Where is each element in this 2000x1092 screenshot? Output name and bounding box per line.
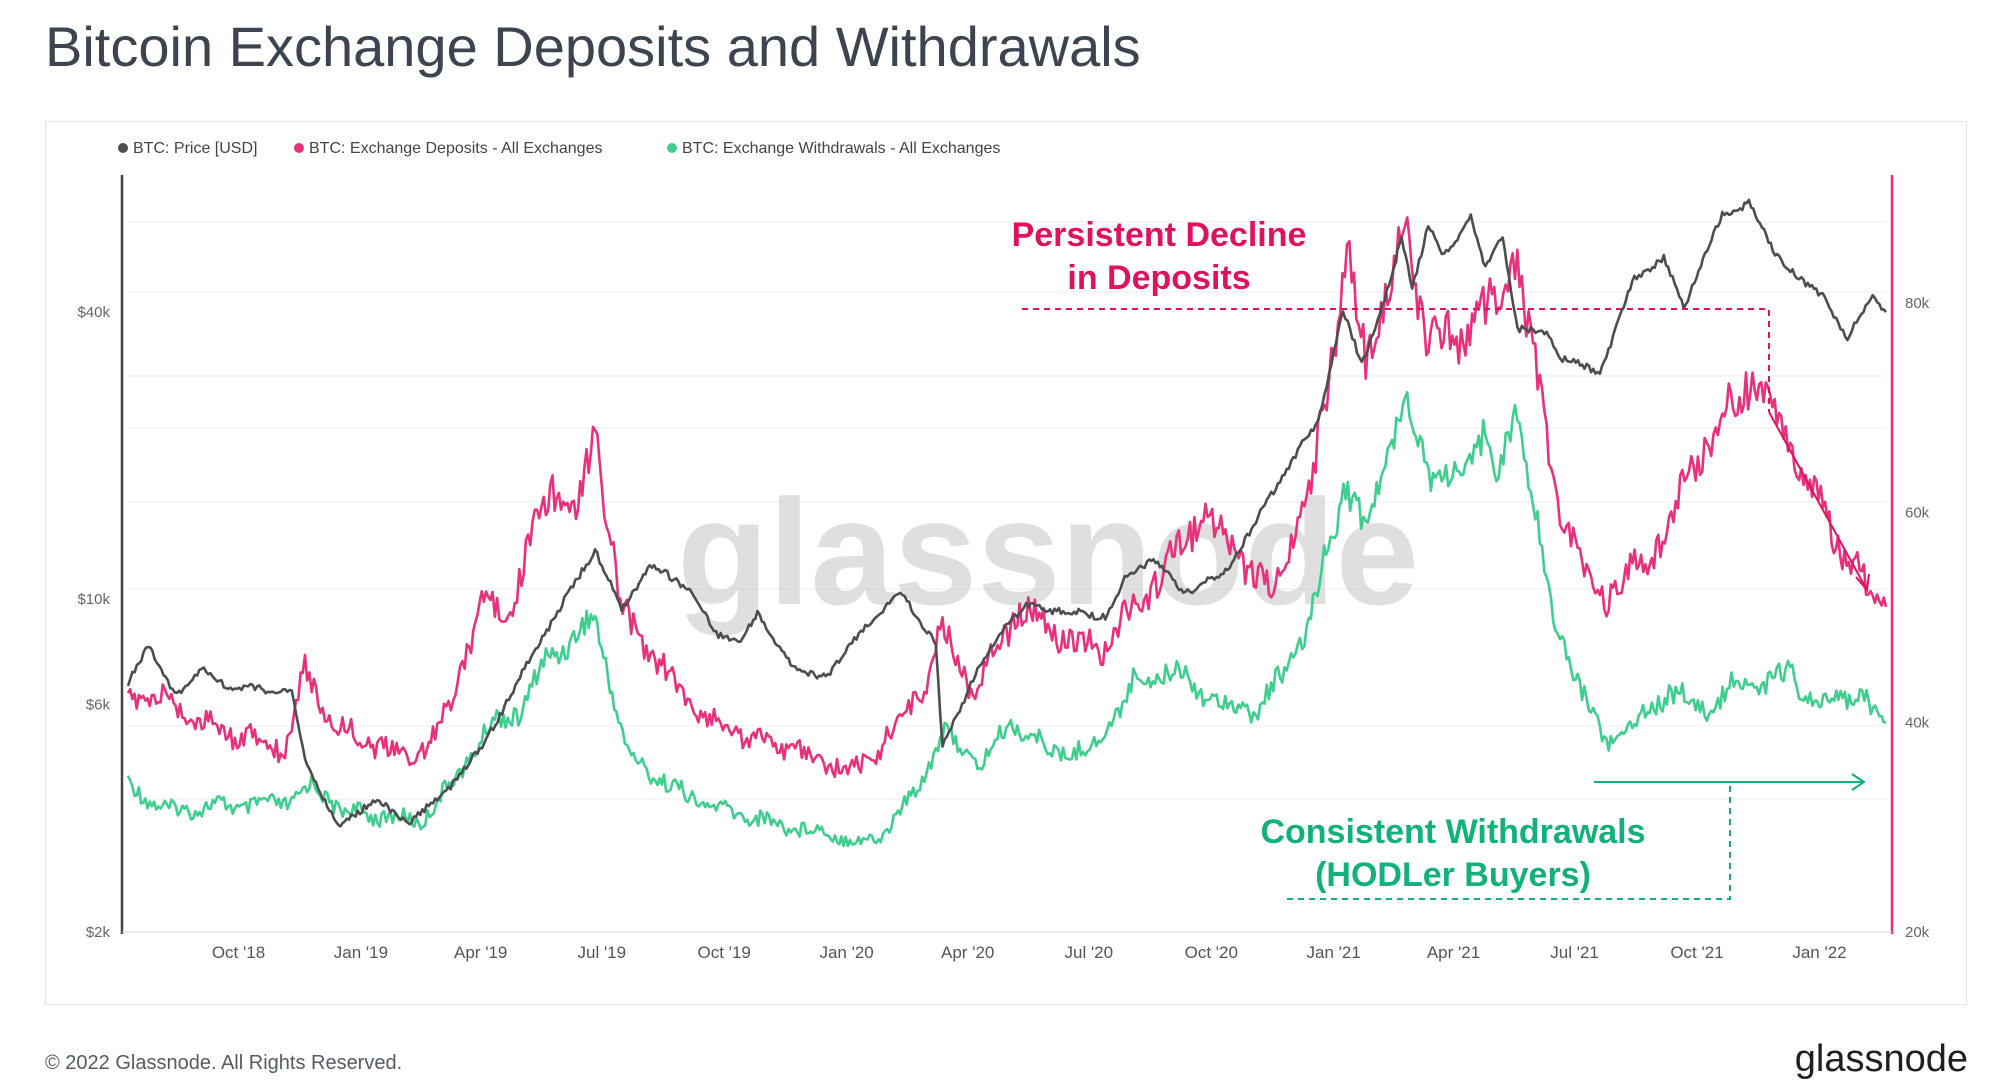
x-tick-label: Jul '21 (1550, 943, 1599, 962)
y-right-tick-label: 60k (1905, 505, 1930, 522)
brand-logo: glassnode (1794, 1038, 1968, 1080)
legend-label-price: BTC: Price [USD] (133, 140, 257, 157)
chart-grid (128, 221, 1886, 800)
x-tick-label: Jan '22 (1792, 943, 1846, 962)
x-tick-label: Jan '20 (819, 943, 873, 962)
series-line-price (126, 198, 1888, 828)
y-left-tick-label: $10k (77, 591, 110, 608)
annotation-deposits-line2: in Deposits (1067, 259, 1250, 297)
y-left-tick-label: $40k (77, 304, 110, 321)
legend-marker-withdrawals (667, 143, 677, 153)
y-right-tick-label: 80k (1905, 295, 1930, 312)
series-line-withdrawals (126, 391, 1886, 848)
annotation-withdrawals-line2: (HODLer Buyers) (1315, 856, 1591, 894)
legend-marker-deposits (294, 143, 304, 153)
annotation-deposits-bracket (1022, 308, 1770, 412)
x-tick-label: Oct '19 (698, 943, 751, 962)
annotation-deposits-line1: Persistent Decline (1012, 216, 1307, 254)
chart-svg: BTC: Price [USD] BTC: Exchange Deposits -… (77, 140, 1930, 962)
x-tick-label: Oct '21 (1670, 943, 1723, 962)
chart-annotations: Persistent Decline in Deposits Consistent … (1012, 216, 1870, 900)
x-tick-label: Jul '19 (577, 943, 626, 962)
x-tick-label: Apr '19 (454, 943, 507, 962)
y-left-tick-label: $6k (86, 697, 111, 714)
annotation-withdrawals-arrowhead (1851, 773, 1866, 791)
annotation-withdrawals-line1: Consistent Withdrawals (1260, 813, 1645, 851)
page-title: Bitcoin Exchange Deposits and Withdrawal… (45, 15, 1141, 78)
x-tick-label: Apr '21 (1427, 943, 1480, 962)
x-tick-label: Oct '18 (212, 943, 265, 962)
footer-copyright: © 2022 Glassnode. All Rights Reserved. (45, 1052, 403, 1074)
x-tick-label: Jul '20 (1064, 943, 1113, 962)
chart-axes: $2k $6k $10k $40k 20k 40k 60k 80k Oct '18 Jan '19… (77, 175, 1930, 962)
x-tick-label: Jan '21 (1307, 943, 1361, 962)
annotation-withdrawals-bracket (1286, 786, 1731, 900)
legend-label-deposits: BTC: Exchange Deposits - All Exchanges (309, 140, 602, 157)
chart-panel: BTC: Price [USD] BTC: Exchange Deposits -… (45, 121, 1967, 1005)
x-tick-label: Oct '20 (1185, 943, 1238, 962)
chart-series (126, 198, 1888, 848)
chart-legend: BTC: Price [USD] BTC: Exchange Deposits -… (118, 140, 1000, 157)
annotation-deposits-arrow (1768, 411, 1868, 591)
y-left-tick-label: $2k (86, 924, 111, 941)
y-right-tick-label: 40k (1905, 714, 1930, 731)
x-tick-label: Apr '20 (941, 943, 994, 962)
y-right-tick-label: 20k (1905, 924, 1930, 941)
watermark: glassnode (677, 468, 1419, 636)
legend-marker-price (118, 143, 128, 153)
legend-label-withdrawals: BTC: Exchange Withdrawals - All Exchange… (682, 140, 1000, 157)
x-tick-label: Jan '19 (334, 943, 388, 962)
annotation-deposits-arrowhead (1855, 573, 1870, 593)
